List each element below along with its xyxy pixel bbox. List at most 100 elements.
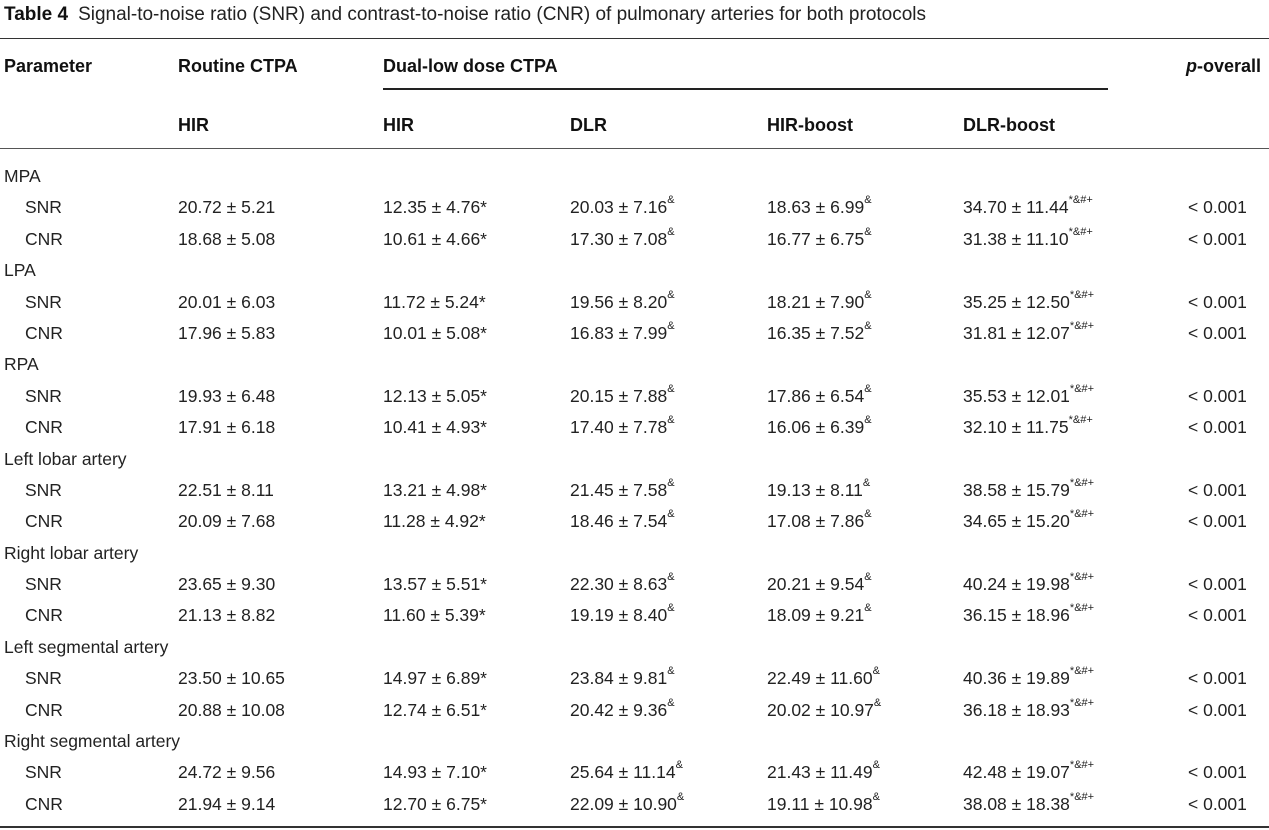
- value-text: 11.60 ± 5.39*: [383, 605, 486, 626]
- value-cell: 14.97 ± 6.89*: [383, 668, 487, 689]
- value-text: 14.97 ± 6.89*: [383, 668, 487, 689]
- value-text: 12.74 ± 6.51*: [383, 699, 487, 720]
- significance-marker: &: [872, 759, 880, 772]
- value-text: 19.13 ± 8.11: [767, 479, 863, 500]
- value-cell: 11.28 ± 4.92*: [383, 511, 486, 532]
- header-rule: [0, 148, 1269, 149]
- value-text: 40.36 ± 19.89: [963, 668, 1070, 689]
- value-cell: 21.13 ± 8.82: [178, 605, 275, 626]
- significance-marker: &: [864, 414, 872, 427]
- row-parameter: CNR: [25, 605, 63, 626]
- dual-group-rule: [383, 88, 1108, 90]
- value-cell: 19.11 ± 10.98&: [767, 791, 880, 815]
- significance-marker: &: [862, 476, 871, 489]
- value-cell: 20.88 ± 10.08: [178, 700, 285, 721]
- significance-marker: *&#+: [1068, 194, 1093, 207]
- significance-marker: *&#+: [1069, 665, 1095, 678]
- significance-marker: *&#+: [1069, 602, 1095, 615]
- value-text: 19.19 ± 8.40: [570, 605, 668, 626]
- value-cell: 17.96 ± 5.83: [178, 323, 275, 344]
- significance-marker: &: [864, 602, 872, 615]
- value-text: 13.21 ± 4.98*: [383, 479, 487, 500]
- value-cell: 22.49 ± 11.60&: [767, 666, 880, 689]
- value-text: 20.15 ± 7.88: [570, 385, 668, 406]
- value-cell: 22.51 ± 8.11: [178, 480, 274, 501]
- value-text: 40.24 ± 19.98: [963, 574, 1070, 595]
- value-cell: 18.09 ± 9.21&: [767, 602, 872, 626]
- value-text: 17.40 ± 7.78: [570, 417, 668, 438]
- value-text: 22.49 ± 11.60: [767, 668, 873, 689]
- value-cell: 24.72 ± 9.56: [178, 762, 275, 783]
- group-name: MPA: [4, 166, 41, 186]
- value-cell: 22.30 ± 8.63&: [570, 572, 675, 595]
- significance-marker: *&#+: [1069, 571, 1095, 584]
- p-value: < 0.001: [1188, 793, 1247, 814]
- value-cell: 14.93 ± 7.10*: [383, 762, 487, 783]
- value-cell: 20.02 ± 10.97&: [767, 697, 881, 721]
- header-p-suffix: -overall: [1197, 56, 1262, 76]
- value-cell: 10.01 ± 5.08*: [383, 323, 487, 344]
- table-row: CNR 20.88 ± 10.08 12.74 ± 6.51* 20.42 ± 9.3…: [0, 694, 1269, 725]
- value-cell: 17.86 ± 6.54&: [767, 382, 872, 407]
- value-cell: 12.13 ± 5.05*: [383, 386, 487, 407]
- subheader-dual-hir: HIR: [383, 115, 414, 135]
- significance-marker: &: [864, 225, 872, 238]
- value-cell: 17.40 ± 7.78&: [570, 415, 675, 438]
- value-text: 22.09 ± 10.90: [570, 793, 677, 814]
- value-text: 35.53 ± 12.01: [963, 385, 1070, 406]
- row-parameter: CNR: [25, 322, 63, 343]
- value-text: 16.77 ± 6.75: [767, 228, 865, 249]
- value-text: 22.51 ± 8.11: [178, 479, 274, 500]
- bottom-rule: [0, 826, 1269, 828]
- group-name: LPA: [4, 260, 36, 281]
- value-text: 17.86 ± 6.54: [767, 385, 865, 406]
- value-cell: 36.18 ± 18.93*&#+: [963, 697, 1094, 721]
- value-text: 21.13 ± 8.82: [178, 605, 276, 626]
- value-cell: 20.72 ± 5.21: [178, 197, 275, 218]
- value-text: 38.58 ± 15.79: [963, 479, 1070, 500]
- value-cell: 20.09 ± 7.68: [178, 511, 275, 532]
- value-cell: 11.72 ± 5.24*: [383, 292, 486, 313]
- p-value: < 0.001: [1188, 605, 1247, 626]
- table-row: SNR 23.65 ± 9.30 13.57 ± 5.51* 22.30 ± 8.63…: [0, 568, 1269, 599]
- value-cell: 18.21 ± 7.90&: [767, 289, 872, 313]
- table-row: SNR 22.51 ± 8.11 13.21 ± 4.98* 21.45 ± 7.58…: [0, 474, 1269, 505]
- subheader-routine-hir: HIR: [178, 115, 209, 135]
- value-cell: 19.56 ± 8.20&: [570, 289, 675, 313]
- value-cell: 20.01 ± 6.03: [178, 292, 275, 313]
- table-row: CNR 20.09 ± 7.68 11.28 ± 4.92* 18.46 ± 7.54…: [0, 505, 1269, 536]
- significance-marker: *&#+: [1069, 508, 1095, 521]
- value-cell: 38.58 ± 15.79*&#+: [963, 476, 1095, 501]
- p-value: < 0.001: [1188, 668, 1247, 689]
- table-caption-text: Signal-to-noise ratio (SNR) and contrast…: [78, 4, 927, 25]
- header-routine-ctpa: Routine CTPA: [178, 56, 298, 76]
- value-text: 19.11 ± 10.98: [767, 793, 873, 814]
- value-text: 36.15 ± 18.96: [963, 605, 1070, 626]
- value-text: 18.63 ± 6.99: [767, 197, 865, 218]
- value-cell: 35.25 ± 12.50*&#+: [963, 289, 1094, 313]
- p-value: < 0.001: [1188, 762, 1247, 783]
- p-value: < 0.001: [1188, 511, 1247, 532]
- significance-marker: *&#+: [1068, 225, 1093, 238]
- value-text: 12.35 ± 4.76*: [383, 197, 487, 218]
- value-cell: 22.09 ± 10.90&: [570, 791, 684, 815]
- table-row: CNR 17.96 ± 5.83 10.01 ± 5.08* 16.83 ± 7.99…: [0, 317, 1269, 348]
- row-parameter: SNR: [25, 668, 62, 689]
- significance-marker: *&#+: [1069, 382, 1095, 395]
- value-text: 18.09 ± 9.21: [767, 605, 865, 626]
- value-cell: 17.91 ± 6.18: [178, 417, 275, 438]
- significance-marker: &: [864, 382, 872, 395]
- value-cell: 10.61 ± 4.66*: [383, 229, 487, 250]
- value-cell: 16.83 ± 7.99&: [570, 320, 675, 344]
- significance-marker: *&#+: [1069, 476, 1095, 489]
- table-caption: Table 4 Signal-to-noise ratio (SNR) and c…: [4, 4, 926, 26]
- group-name: Right lobar artery: [4, 542, 139, 563]
- value-text: 16.06 ± 6.39: [767, 417, 865, 438]
- value-text: 31.38 ± 11.10: [963, 228, 1069, 249]
- value-text: 36.18 ± 18.93: [963, 699, 1070, 720]
- group-row: Right segmental artery: [0, 725, 1269, 756]
- row-parameter: CNR: [25, 228, 63, 249]
- value-text: 21.45 ± 7.58: [570, 479, 668, 500]
- value-cell: 34.70 ± 11.44*&#+: [963, 194, 1093, 218]
- row-parameter: SNR: [25, 479, 62, 500]
